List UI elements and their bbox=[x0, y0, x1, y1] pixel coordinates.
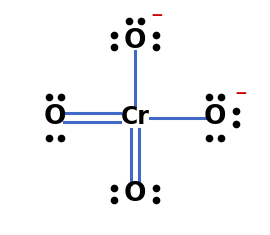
Text: O: O bbox=[204, 105, 226, 130]
Text: −: − bbox=[234, 86, 247, 101]
Text: Cr: Cr bbox=[121, 106, 149, 129]
Text: −: − bbox=[150, 8, 163, 23]
Text: O: O bbox=[124, 181, 146, 207]
Text: O: O bbox=[124, 28, 146, 54]
Text: O: O bbox=[44, 105, 66, 130]
